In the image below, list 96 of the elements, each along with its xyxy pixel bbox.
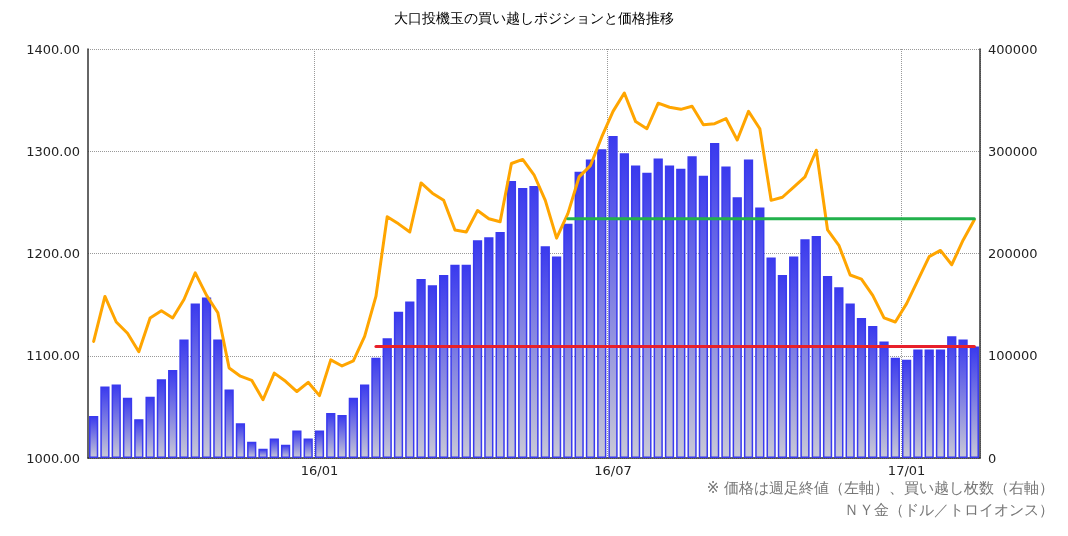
bar xyxy=(439,274,449,458)
bar xyxy=(630,165,641,458)
bar xyxy=(597,149,607,458)
bar xyxy=(518,188,528,458)
line-series xyxy=(92,91,976,402)
bar xyxy=(574,171,584,458)
bar xyxy=(156,379,167,458)
bar xyxy=(800,239,810,458)
bar xyxy=(506,180,517,458)
bar xyxy=(721,166,731,458)
y2-tick-label: 100000 xyxy=(988,348,1038,364)
bar xyxy=(111,384,121,458)
bar xyxy=(382,338,392,458)
y2-tick-label: 400000 xyxy=(988,41,1038,57)
bar xyxy=(247,441,257,458)
bar xyxy=(450,264,460,458)
bar xyxy=(416,279,426,458)
bar xyxy=(619,153,629,458)
bar xyxy=(551,256,562,458)
bar xyxy=(958,339,968,458)
y-tick-label: 1300.00 xyxy=(26,143,80,159)
bar xyxy=(856,317,867,458)
bar xyxy=(822,276,833,458)
y2-tick-label: 200000 xyxy=(988,246,1038,261)
x-tick-label: 17/01 xyxy=(887,463,926,478)
bar xyxy=(811,236,821,458)
x-tick-label: 16/07 xyxy=(594,463,632,478)
bar xyxy=(122,397,133,458)
bar xyxy=(303,438,313,458)
y-tick-label: 1000.00 xyxy=(26,450,80,466)
chart-title: 大口投機玉の買い越しポジションと価格推移 xyxy=(394,10,674,26)
bar xyxy=(901,359,912,458)
y-tick-label: 1200.00 xyxy=(26,246,80,261)
bar xyxy=(201,297,212,458)
bar xyxy=(676,168,686,458)
bar xyxy=(360,384,370,458)
bar xyxy=(472,240,483,458)
bar xyxy=(664,165,675,458)
bar xyxy=(935,349,946,458)
bar xyxy=(190,303,200,458)
bar xyxy=(608,135,618,458)
bar xyxy=(947,336,957,458)
y-tick-label: 1100.00 xyxy=(26,348,80,364)
bar xyxy=(326,413,336,458)
bar xyxy=(642,172,652,458)
bar xyxy=(168,370,178,458)
bar xyxy=(563,223,573,458)
bar xyxy=(585,159,596,458)
bar xyxy=(213,339,223,458)
bar xyxy=(100,386,110,458)
bar xyxy=(834,287,844,458)
x-tick-label: 16/01 xyxy=(300,463,339,478)
bar xyxy=(405,301,415,458)
bar xyxy=(868,326,878,458)
bar xyxy=(540,246,550,458)
bar xyxy=(258,448,268,458)
bar xyxy=(235,423,246,458)
bar xyxy=(89,416,99,458)
bar xyxy=(777,274,788,458)
bar xyxy=(789,256,799,458)
bar xyxy=(755,207,765,458)
bar xyxy=(134,419,144,458)
bar xyxy=(484,237,494,458)
bar xyxy=(393,311,404,458)
bar xyxy=(495,232,505,458)
bar xyxy=(924,349,934,458)
bar xyxy=(427,285,438,458)
bar xyxy=(969,346,979,458)
bar xyxy=(337,415,347,458)
bar xyxy=(269,438,279,458)
text: ＮＹ金（ドル／トロイオンス） xyxy=(844,500,1054,519)
bar xyxy=(732,197,742,458)
bar xyxy=(890,357,900,458)
text: ※ 価格は週足終値（左軸）、買い越し枚数（右軸） xyxy=(706,478,1054,497)
bar xyxy=(653,158,663,458)
bar xyxy=(371,357,381,458)
y-tick-label: 1400.00 xyxy=(26,41,80,57)
bar xyxy=(145,396,155,458)
bar xyxy=(698,175,708,458)
bar xyxy=(710,143,720,458)
bar xyxy=(292,430,302,458)
bar xyxy=(879,341,889,458)
bar xyxy=(687,156,697,458)
bar xyxy=(348,397,358,458)
bar xyxy=(224,389,234,458)
bar xyxy=(766,257,776,458)
bar xyxy=(179,339,189,458)
bar xyxy=(529,186,539,458)
bar xyxy=(913,349,923,458)
bar xyxy=(743,159,754,458)
bar xyxy=(845,303,855,458)
y2-tick-label: 0 xyxy=(988,450,997,466)
bar xyxy=(461,264,471,458)
bar xyxy=(314,430,325,458)
bar xyxy=(280,444,291,458)
y2-tick-label: 300000 xyxy=(988,143,1038,159)
